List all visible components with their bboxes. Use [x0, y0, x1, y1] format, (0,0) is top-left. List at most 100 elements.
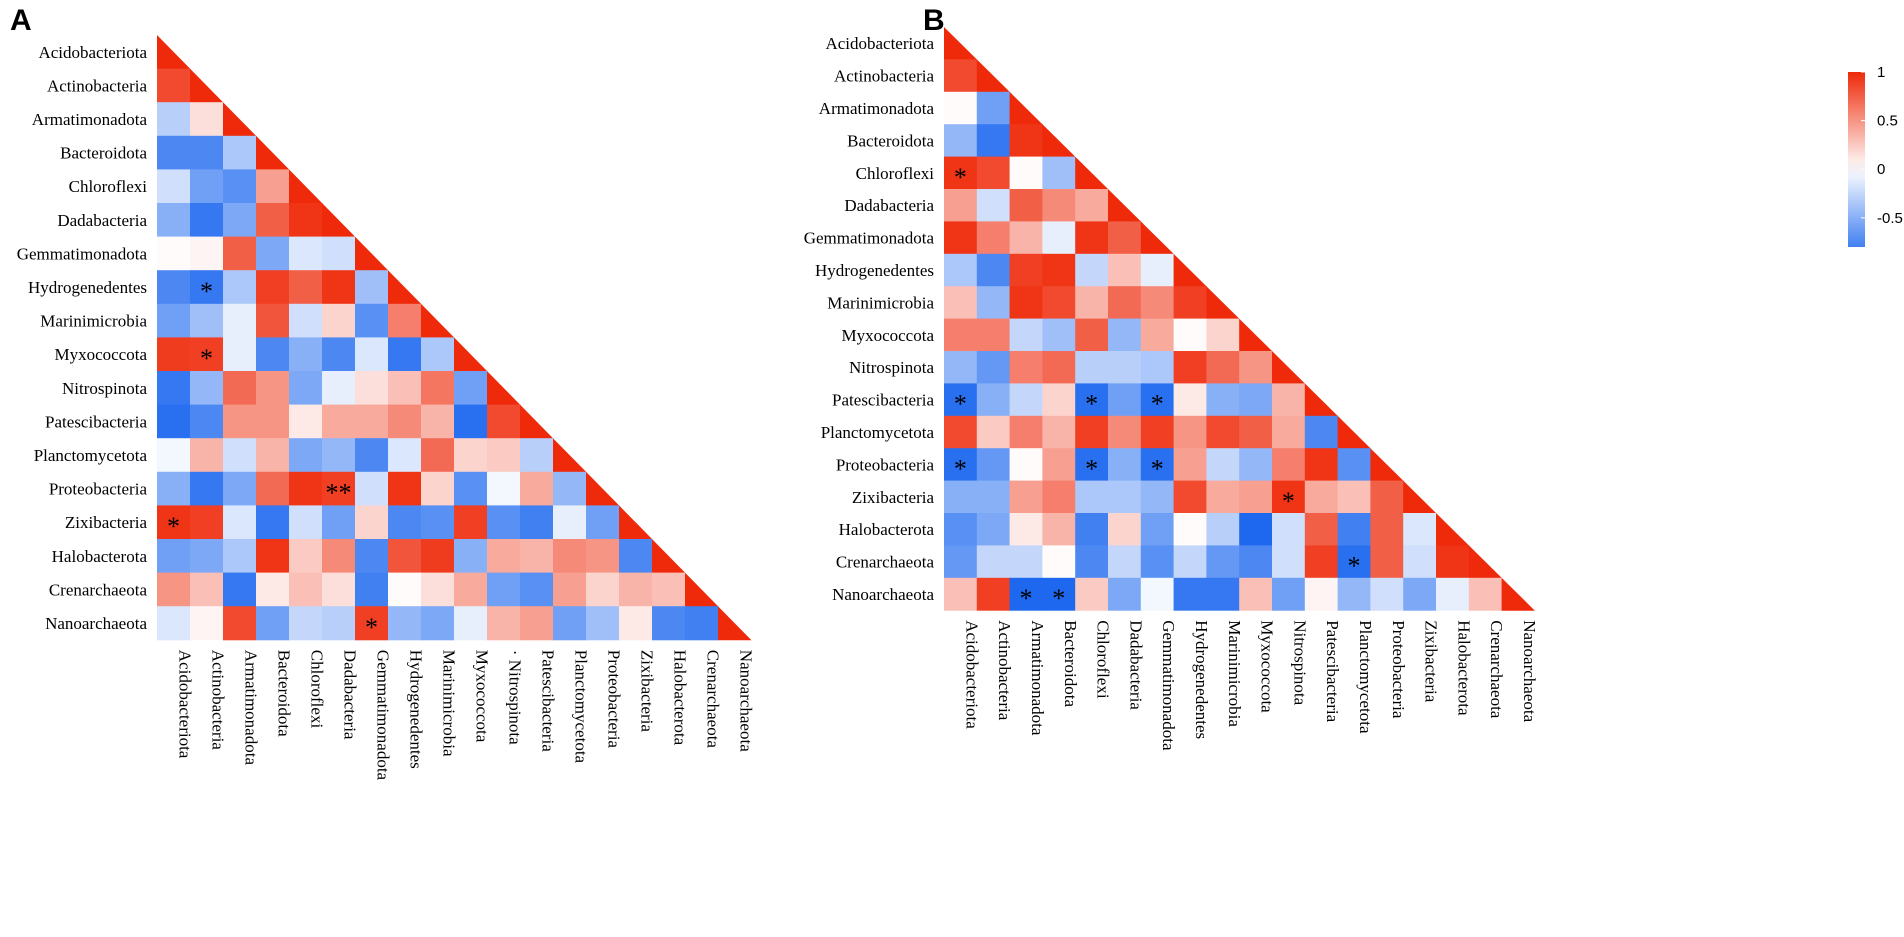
heatmap-diagonal-cell	[1501, 577, 1535, 611]
heatmap-cell	[289, 572, 323, 607]
column-label-chloroflexi: Chloroflexi	[308, 650, 327, 729]
row-label-proteobacteria: Proteobacteria	[49, 480, 148, 499]
row-label-chloroflexi: Chloroflexi	[69, 177, 148, 196]
heatmap-cell	[1140, 545, 1175, 579]
heatmap-cell	[1140, 286, 1175, 320]
heatmap-cell	[586, 505, 620, 540]
heatmap-cell	[223, 505, 257, 540]
heatmap-cell	[1370, 577, 1404, 611]
heatmap-cell	[223, 471, 257, 506]
heatmap-diagonal-cell	[1403, 480, 1437, 514]
heatmap-cell	[223, 169, 257, 204]
heatmap-cell	[388, 606, 422, 641]
heatmap-cell	[190, 203, 224, 238]
heatmap-cell	[157, 572, 191, 607]
heatmap-cell	[1403, 577, 1437, 611]
heatmap-cell	[421, 505, 455, 540]
heatmap-cell	[976, 448, 1011, 482]
heatmap-cell	[355, 404, 389, 439]
heatmap-cell	[157, 303, 191, 338]
heatmap-cell	[322, 505, 356, 540]
row-label-acidobacteriota: Acidobacteriota	[825, 34, 934, 53]
significance-marker: *	[1020, 584, 1033, 613]
row-label-dadabacteria: Dadabacteria	[57, 211, 147, 230]
heatmap-cell	[1140, 351, 1175, 384]
heatmap-cell	[619, 572, 653, 607]
heatmap-diagonal-cell	[157, 35, 191, 70]
heatmap-cell	[487, 539, 521, 574]
heatmap-cell	[520, 572, 554, 607]
row-label-hydrogenedentes: Hydrogenedentes	[28, 278, 147, 297]
heatmap-cell	[1272, 545, 1306, 579]
significance-marker: *	[1348, 552, 1361, 581]
heatmap-cell	[1206, 513, 1240, 546]
significance-marker: *	[365, 613, 378, 642]
heatmap-cell	[944, 91, 978, 125]
heatmap-cell	[1337, 448, 1371, 482]
heatmap-cell	[256, 606, 290, 641]
heatmap-cell	[1042, 545, 1076, 579]
heatmap-cell	[1009, 415, 1043, 449]
heatmap-cell	[1239, 577, 1273, 611]
heatmap-cell	[1140, 577, 1175, 611]
heatmap-cell	[619, 539, 653, 574]
heatmap-cell	[685, 606, 719, 641]
heatmap-cell	[223, 337, 257, 372]
heatmap-cell	[1042, 415, 1076, 449]
heatmap-cell	[1108, 513, 1142, 546]
significance-marker: *	[200, 277, 213, 306]
column-label-nitrospinota: Nitrospinota	[1290, 620, 1309, 705]
heatmap-cell	[1206, 545, 1240, 579]
heatmap-cell	[289, 303, 323, 338]
column-label-crenarchaeota: Crenarchaeota	[704, 650, 723, 749]
heatmap-cell	[157, 236, 191, 271]
heatmap-diagonal-cell	[619, 505, 653, 540]
heatmap-cell	[1075, 513, 1109, 546]
heatmap-cell	[388, 337, 422, 372]
heatmap-cell	[1140, 415, 1175, 449]
heatmap-cell	[322, 236, 356, 271]
row-label-myxococcota: Myxococcota	[841, 326, 934, 345]
heatmap-cell	[1337, 480, 1371, 514]
heatmap-cell	[1337, 577, 1371, 611]
heatmap-cell	[322, 371, 356, 406]
heatmap-cell	[322, 270, 356, 305]
row-label-marinimicrobia: Marinimicrobia	[827, 293, 934, 312]
heatmap-cell	[421, 471, 455, 506]
row-label-bacteroidota: Bacteroidota	[60, 144, 147, 163]
heatmap-cell	[289, 438, 323, 473]
heatmap-cell	[388, 404, 422, 439]
heatmap-cell	[223, 203, 257, 238]
heatmap-cell	[421, 404, 455, 439]
heatmap-cell	[190, 270, 224, 305]
heatmap-cell	[1108, 351, 1142, 384]
heatmap-cell	[355, 539, 389, 574]
heatmap-cell	[1239, 545, 1273, 579]
heatmap-cell	[976, 351, 1011, 384]
row-label-planctomycetota: Planctomycetota	[34, 446, 148, 465]
heatmap-diagonal-cell	[223, 102, 257, 137]
heatmap-cell	[421, 539, 455, 574]
heatmap-cell	[976, 124, 1011, 158]
heatmap-cell	[1304, 513, 1339, 546]
heatmap-cell	[454, 371, 488, 406]
heatmap-cell	[1304, 577, 1339, 611]
heatmap-cell	[520, 539, 554, 574]
heatmap-diagonal-cell	[1042, 124, 1076, 158]
heatmap-cell	[421, 371, 455, 406]
heatmap-cell	[1140, 480, 1175, 514]
heatmap-cell	[322, 438, 356, 473]
heatmap-cell	[223, 270, 257, 305]
colorbar-tick-label: 0	[1877, 161, 1885, 178]
significance-marker: **	[326, 479, 352, 508]
column-label-proteobacteria: Proteobacteria	[1389, 620, 1408, 719]
heatmap-cell	[190, 572, 224, 607]
heatmap-cell	[256, 236, 290, 271]
heatmap-cell	[322, 404, 356, 439]
heatmap-cell	[1009, 221, 1043, 255]
heatmap-cell	[388, 505, 422, 540]
heatmap-cell	[1075, 448, 1109, 482]
heatmap-cell	[1173, 448, 1207, 482]
heatmap-diagonal-cell	[944, 27, 978, 60]
heatmap-cell	[1173, 545, 1207, 579]
